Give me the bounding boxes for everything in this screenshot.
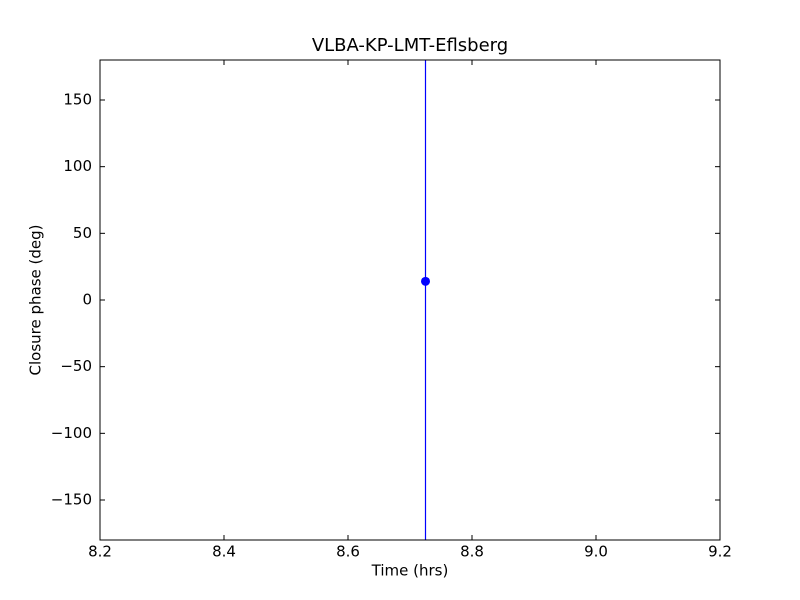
y-tick-label: 150 [63, 91, 92, 109]
y-tick-label: −100 [51, 424, 92, 442]
x-tick-label: 9.0 [584, 543, 608, 561]
plot-frame [99, 59, 721, 541]
x-tick-label: 9.2 [708, 543, 732, 561]
y-tick-label: 0 [82, 291, 92, 309]
x-tick-label: 8.8 [460, 543, 484, 561]
x-axis-label: Time (hrs) [371, 562, 449, 580]
x-tick-label: 8.6 [336, 543, 360, 561]
y-tick-label: −50 [60, 357, 92, 375]
x-tick-label: 8.2 [88, 543, 112, 561]
y-tick-label: −150 [51, 491, 92, 509]
y-tick-label: 50 [73, 224, 92, 242]
y-axis-label: Closure phase (deg) [27, 225, 45, 376]
chart-title: VLBA-KP-LMT-Eflsberg [312, 35, 508, 56]
x-tick-label: 8.4 [212, 543, 236, 561]
y-tick-label: 100 [63, 157, 92, 175]
data-point [421, 276, 430, 286]
